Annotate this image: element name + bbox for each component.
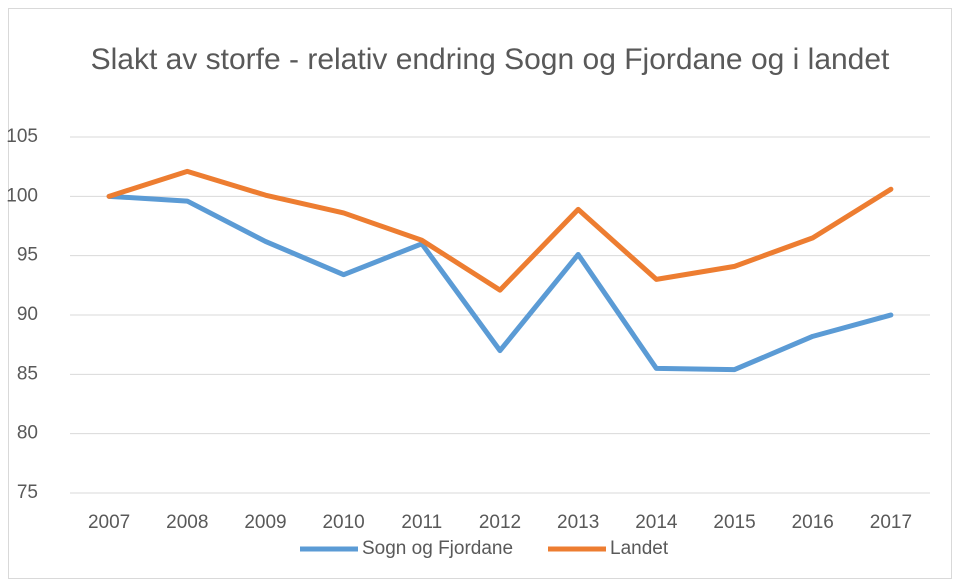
y-tick-label: 100 bbox=[6, 185, 38, 206]
x-tick-label: 2010 bbox=[322, 512, 364, 533]
y-tick-label: 105 bbox=[6, 126, 38, 147]
data-line bbox=[106, 168, 894, 293]
chart-title: Slakt av storfe - relativ endring Sogn o… bbox=[90, 43, 890, 76]
y-tick-label: 75 bbox=[17, 482, 38, 503]
x-tick-label: 2015 bbox=[713, 512, 755, 533]
x-tick-label: 2009 bbox=[244, 512, 286, 533]
x-tick-label: 2007 bbox=[88, 512, 130, 533]
x-tick-label: 2016 bbox=[792, 512, 834, 533]
y-tick-label: 85 bbox=[17, 363, 38, 384]
legend-label: Sogn og Fjordane bbox=[362, 538, 513, 559]
x-tick-label: 2013 bbox=[557, 512, 599, 533]
y-tick-label: 80 bbox=[17, 423, 38, 444]
x-tick-label: 2012 bbox=[479, 512, 521, 533]
x-tick-label: 2011 bbox=[401, 512, 442, 533]
chart-border bbox=[8, 8, 952, 579]
x-tick-label: 2017 bbox=[870, 512, 912, 533]
x-tick-label: 2008 bbox=[166, 512, 208, 533]
legend-label: Landet bbox=[610, 538, 669, 559]
title-box: Slakt av storfe - relativ endring Sogn o… bbox=[90, 43, 890, 76]
y-tick-label: 90 bbox=[17, 304, 38, 325]
data-line bbox=[106, 193, 894, 373]
y-tick-label: 95 bbox=[17, 245, 38, 266]
x-tick-label: 2014 bbox=[635, 512, 678, 533]
